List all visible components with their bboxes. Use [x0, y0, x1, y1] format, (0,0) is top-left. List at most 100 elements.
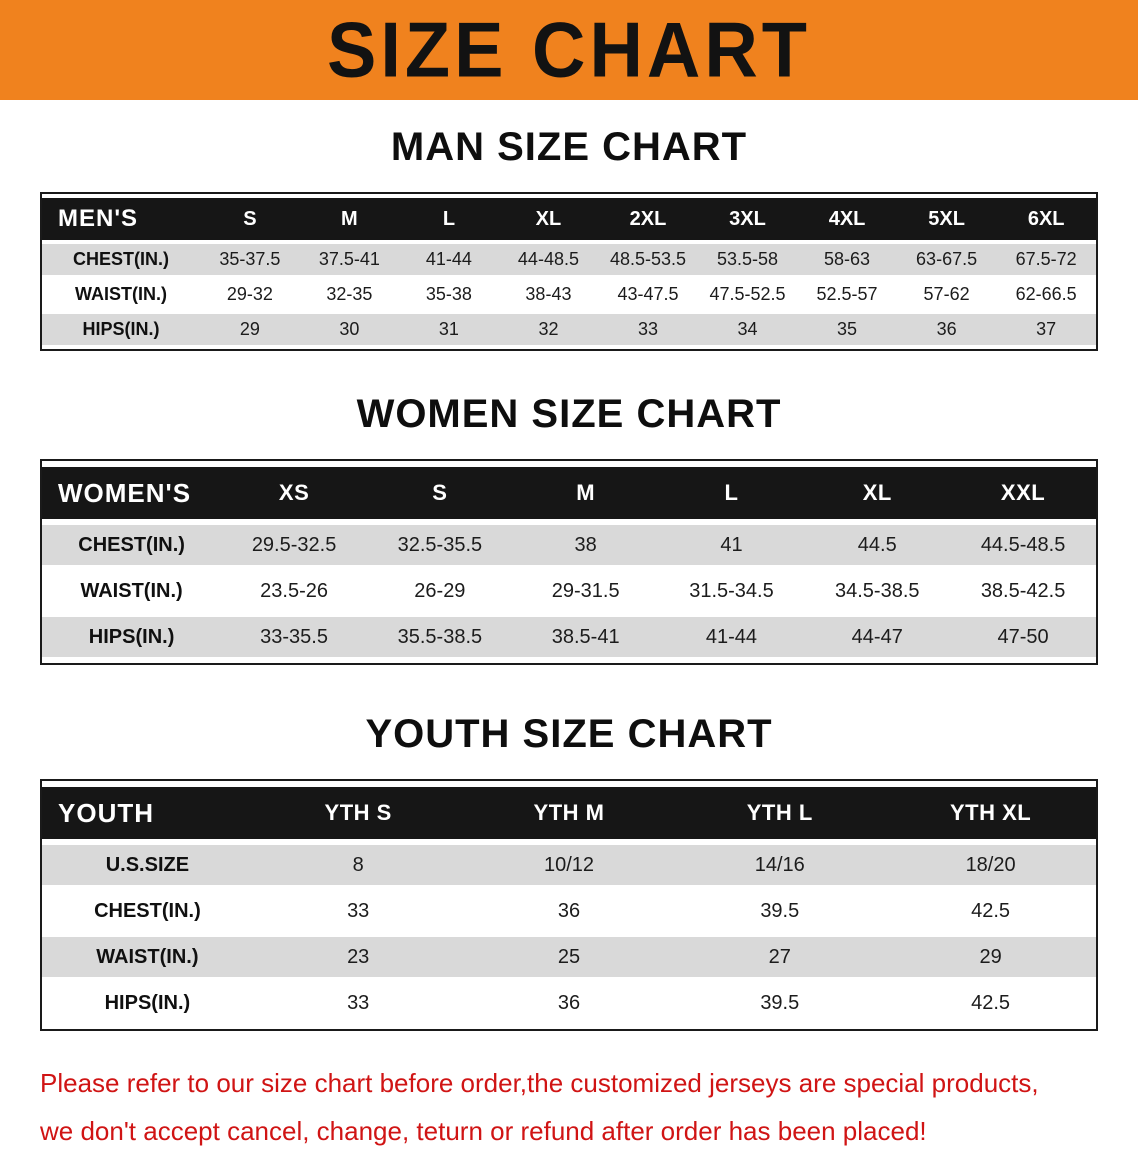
- row-label-cell: CHEST(IN.): [42, 525, 222, 565]
- value-cell: 35-37.5: [200, 244, 300, 275]
- table-row: WAIST(IN.) 23.5-26 26-29 29-31.5 31.5-34.5 34…: [42, 571, 1096, 611]
- value-cell: 36: [463, 891, 675, 931]
- size-header-cell: YTH XL: [885, 787, 1096, 839]
- table-row: CHEST(IN.) 33 36 39.5 42.5: [42, 891, 1096, 931]
- value-cell: 58-63: [797, 244, 897, 275]
- table-header-row: MEN'S S M L XL 2XL 3XL 4XL 5XL 6XL: [42, 198, 1096, 240]
- value-cell: 41-44: [399, 244, 499, 275]
- size-header-cell: S: [200, 198, 300, 240]
- value-cell: 29: [200, 314, 300, 345]
- men-size-chart-section: MAN SIZE CHART MEN'S S M L XL 2XL 3XL 4XL 5XL 6XL…: [0, 124, 1138, 351]
- table-title-cell: WOMEN'S: [42, 467, 222, 519]
- value-cell: 31: [399, 314, 499, 345]
- value-cell: 36: [896, 314, 997, 345]
- value-cell: 37: [996, 314, 1096, 345]
- row-label-cell: U.S.SIZE: [42, 845, 253, 885]
- value-cell: 23: [252, 937, 464, 977]
- table-row: CHEST(IN.) 35-37.5 37.5-41 41-44 44-48.5 48.5…: [42, 244, 1096, 275]
- value-cell: 31.5-34.5: [658, 571, 805, 611]
- value-cell: 44-47: [804, 617, 951, 657]
- value-cell: 33: [598, 314, 698, 345]
- disclaimer-line-1: Please refer to our size chart before or…: [40, 1068, 1039, 1098]
- value-cell: 62-66.5: [996, 279, 1096, 310]
- size-header-cell: YTH S: [252, 787, 464, 839]
- men-section-heading: MAN SIZE CHART: [390, 125, 748, 169]
- value-cell: 39.5: [674, 891, 886, 931]
- size-header-cell: YTH L: [674, 787, 886, 839]
- value-cell: 57-62: [896, 279, 997, 310]
- value-cell: 53.5-58: [697, 244, 798, 275]
- value-cell: 30: [299, 314, 400, 345]
- size-header-cell: L: [658, 467, 805, 519]
- size-header-cell: 2XL: [598, 198, 698, 240]
- banner-title: SIZE CHART: [327, 5, 811, 94]
- table-row: WAIST(IN.) 23 25 27 29: [42, 937, 1096, 977]
- women-size-chart-section: WOMEN SIZE CHART WOMEN'S XS S M L XL XXL CHEST(…: [0, 391, 1138, 665]
- value-cell: 18/20: [885, 845, 1096, 885]
- value-cell: 29-31.5: [512, 571, 659, 611]
- size-header-cell: M: [299, 198, 400, 240]
- value-cell: 42.5: [885, 983, 1096, 1023]
- value-cell: 37.5-41: [299, 244, 400, 275]
- size-chart-banner: SIZE CHART: [0, 0, 1138, 100]
- disclaimer-line-2: we don't accept cancel, change, teturn o…: [40, 1116, 927, 1146]
- value-cell: 44.5: [804, 525, 951, 565]
- women-size-table: WOMEN'S XS S M L XL XXL CHEST(IN.) 29.5-32.5 32.5…: [40, 459, 1098, 665]
- value-cell: 44.5-48.5: [950, 525, 1096, 565]
- size-table: MEN'S S M L XL 2XL 3XL 4XL 5XL 6XL CHEST(IN.) 35-37…: [42, 194, 1096, 349]
- value-cell: 32.5-35.5: [366, 525, 513, 565]
- value-cell: 23.5-26: [221, 571, 367, 611]
- table-row: HIPS(IN.) 33 36 39.5 42.5: [42, 983, 1096, 1023]
- value-cell: 29-32: [200, 279, 300, 310]
- row-label-cell: HIPS(IN.): [42, 314, 201, 345]
- row-label-cell: CHEST(IN.): [42, 891, 253, 931]
- value-cell: 41: [658, 525, 805, 565]
- size-header-cell: 5XL: [896, 198, 997, 240]
- table-row: U.S.SIZE 8 10/12 14/16 18/20: [42, 845, 1096, 885]
- table-row: CHEST(IN.) 29.5-32.5 32.5-35.5 38 41 44.5 44.5…: [42, 525, 1096, 565]
- row-label-cell: HIPS(IN.): [42, 983, 253, 1023]
- value-cell: 52.5-57: [797, 279, 897, 310]
- value-cell: 38: [512, 525, 659, 565]
- men-size-table: MEN'S S M L XL 2XL 3XL 4XL 5XL 6XL CHEST(IN.) 35-37…: [40, 192, 1098, 351]
- table-row: HIPS(IN.) 29 30 31 32 33 34 35 36 37: [42, 314, 1096, 345]
- table-row: HIPS(IN.) 33-35.5 35.5-38.5 38.5-41 41-44 44-…: [42, 617, 1096, 657]
- table-title-cell: YOUTH: [42, 787, 253, 839]
- value-cell: 36: [463, 983, 675, 1023]
- size-header-cell: M: [512, 467, 659, 519]
- value-cell: 35-38: [399, 279, 499, 310]
- value-cell: 38.5-42.5: [950, 571, 1096, 611]
- row-label-cell: HIPS(IN.): [42, 617, 222, 657]
- value-cell: 8: [252, 845, 464, 885]
- youth-size-chart-section: YOUTH SIZE CHART YOUTH YTH S YTH M YTH L YTH…: [0, 711, 1138, 1031]
- size-header-cell: XL: [498, 198, 599, 240]
- size-header-cell: 3XL: [697, 198, 798, 240]
- value-cell: 25: [463, 937, 675, 977]
- row-label-cell: WAIST(IN.): [42, 279, 201, 310]
- value-cell: 47.5-52.5: [697, 279, 798, 310]
- value-cell: 29.5-32.5: [221, 525, 367, 565]
- value-cell: 47-50: [950, 617, 1096, 657]
- value-cell: 38-43: [498, 279, 599, 310]
- value-cell: 33: [252, 983, 464, 1023]
- table-header-row: WOMEN'S XS S M L XL XXL: [42, 467, 1096, 519]
- size-header-cell: L: [399, 198, 499, 240]
- size-header-cell: XS: [221, 467, 367, 519]
- value-cell: 39.5: [674, 983, 886, 1023]
- size-header-cell: YTH M: [463, 787, 675, 839]
- value-cell: 34.5-38.5: [804, 571, 951, 611]
- value-cell: 35.5-38.5: [366, 617, 513, 657]
- table-row: WAIST(IN.) 29-32 32-35 35-38 38-43 43-47.5 47.…: [42, 279, 1096, 310]
- value-cell: 32: [498, 314, 599, 345]
- size-header-cell: XXL: [950, 467, 1096, 519]
- row-label-cell: WAIST(IN.): [42, 937, 253, 977]
- value-cell: 10/12: [463, 845, 675, 885]
- row-label-cell: WAIST(IN.): [42, 571, 222, 611]
- value-cell: 35: [797, 314, 897, 345]
- size-table: YOUTH YTH S YTH M YTH L YTH XL U.S.SIZE 8 10/12…: [42, 781, 1096, 1029]
- value-cell: 29: [885, 937, 1096, 977]
- value-cell: 32-35: [299, 279, 400, 310]
- value-cell: 42.5: [885, 891, 1096, 931]
- youth-size-table: YOUTH YTH S YTH M YTH L YTH XL U.S.SIZE 8 10/12…: [40, 779, 1098, 1031]
- value-cell: 33: [252, 891, 464, 931]
